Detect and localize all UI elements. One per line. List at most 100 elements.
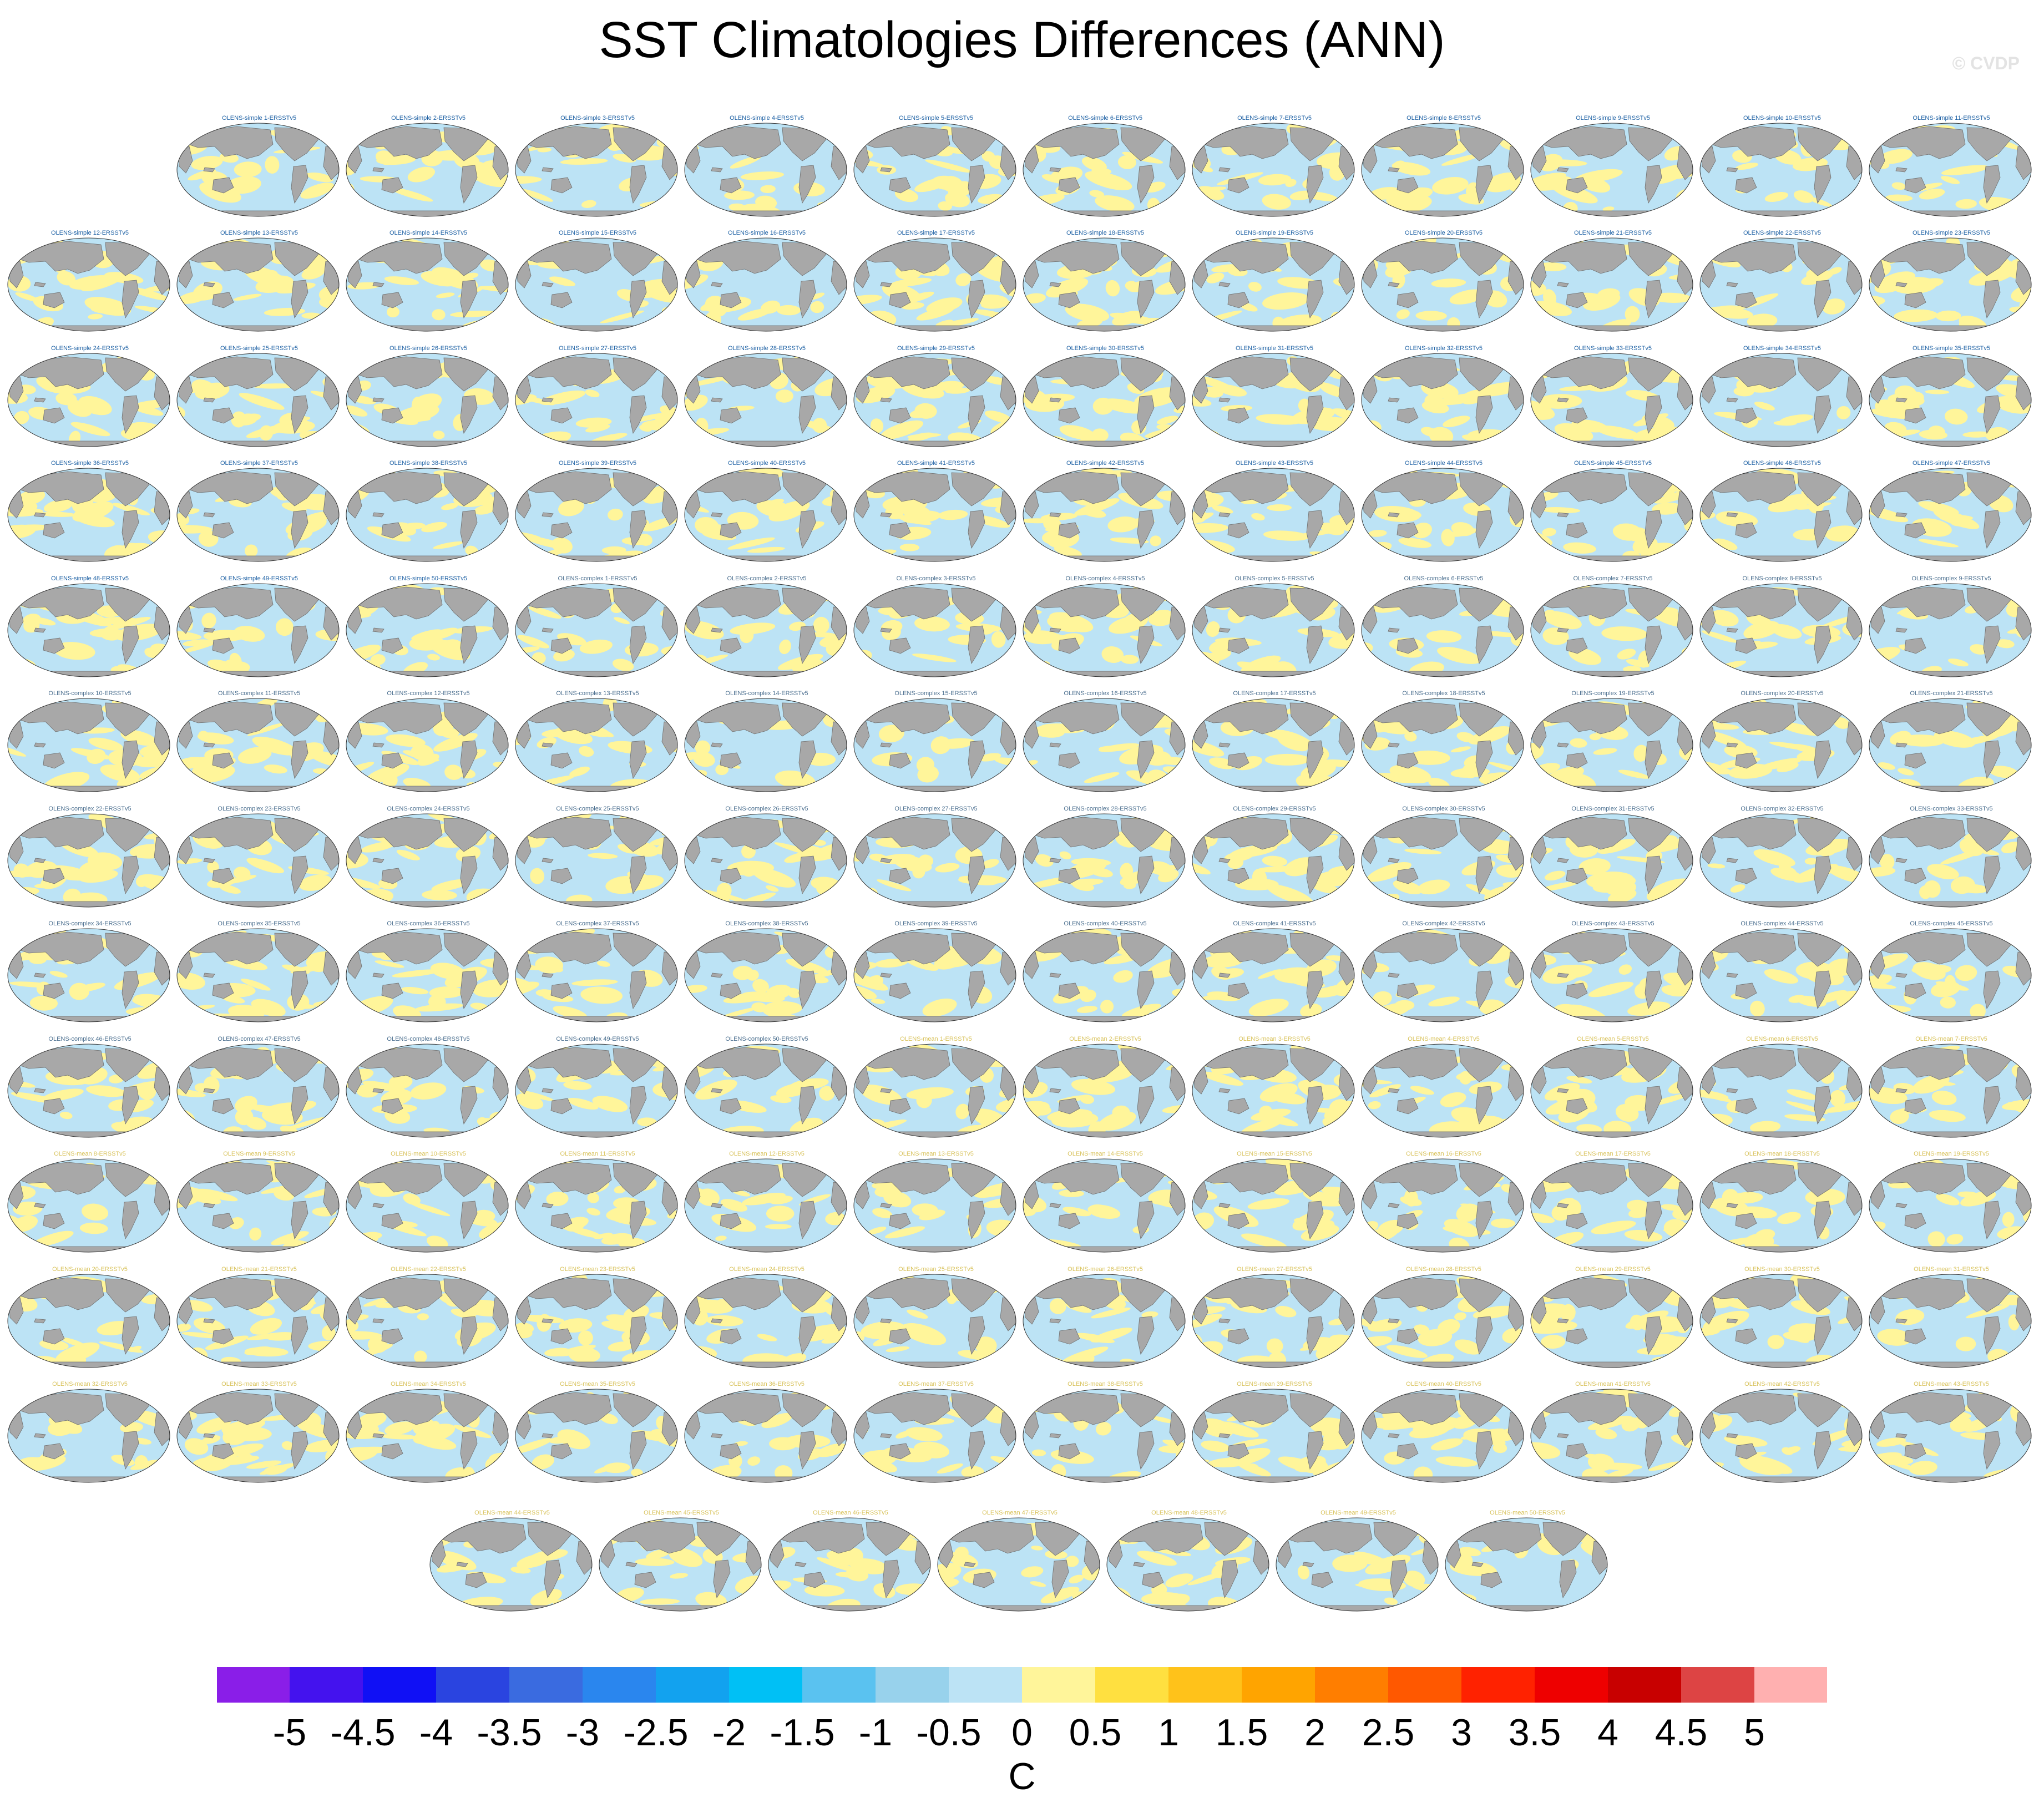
map-panel: OLENS-mean 44-ERSSTv5	[429, 1509, 595, 1620]
panel-title: OLENS-mean 8-ERSSTv5	[54, 1151, 126, 1157]
map-outline	[684, 123, 847, 217]
map-panel: OLENS-complex 47-ERSSTv5	[176, 1035, 342, 1146]
continents	[1869, 471, 2031, 561]
sst-difference-map	[684, 1274, 847, 1368]
panel-title: OLENS-simple 43-ERSSTv5	[1236, 460, 1313, 467]
sst-difference-map	[1699, 1274, 1863, 1368]
panel-title: OLENS-simple 39-ERSSTv5	[559, 460, 636, 467]
map-panel: OLENS-complex 25-ERSSTv5	[514, 805, 681, 916]
sst-difference-map	[515, 468, 678, 562]
map-outline	[176, 1274, 340, 1368]
panel-title: OLENS-complex 30-ERSSTv5	[1402, 806, 1485, 812]
sst-difference-map	[1530, 1274, 1693, 1368]
sst-difference-map	[1530, 1158, 1693, 1253]
map-outline	[1361, 1044, 1524, 1138]
sst-difference-map	[346, 813, 509, 908]
map-outline	[684, 1158, 847, 1253]
panel-title: OLENS-simple 49-ERSSTv5	[220, 575, 298, 582]
panel-title: OLENS-complex 31-ERSSTv5	[1571, 806, 1655, 812]
panel-title: OLENS-mean 26-ERSSTv5	[1067, 1266, 1143, 1273]
map-panel: OLENS-mean 29-ERSSTv5	[1530, 1265, 1696, 1376]
sst-difference-map	[176, 1389, 340, 1483]
sst-difference-map	[1869, 123, 2032, 217]
sst-difference-map	[1361, 1044, 1524, 1138]
sst-difference-map	[1023, 1158, 1186, 1253]
panel-title: OLENS-simple 38-ERSSTv5	[389, 460, 467, 467]
panel-title: OLENS-mean 32-ERSSTv5	[52, 1381, 128, 1387]
map-panel: OLENS-simple 20-ERSSTv5	[1360, 229, 1527, 340]
colorbar-box	[1022, 1667, 1096, 1703]
map-panel: OLENS-simple 16-ERSSTv5	[684, 229, 850, 340]
sst-difference-map	[853, 928, 1016, 1022]
colorbar-tick-label: -4.5	[330, 1711, 396, 1754]
map-outline	[1361, 1158, 1524, 1253]
map-panel: OLENS-simple 7-ERSSTv5	[1191, 114, 1358, 225]
colorbar-box	[509, 1667, 583, 1703]
panel-title: OLENS-mean 43-ERSSTv5	[1914, 1381, 1989, 1387]
sst-difference-map	[599, 1517, 762, 1612]
map-outline	[1192, 1044, 1355, 1138]
continents	[1531, 817, 1693, 907]
map-panel: OLENS-mean 26-ERSSTv5	[1022, 1265, 1188, 1376]
panel-title: OLENS-simple 50-ERSSTv5	[389, 575, 467, 582]
panel-title: OLENS-complex 38-ERSSTv5	[725, 920, 808, 927]
colorbar-box	[1754, 1667, 1828, 1703]
panel-title: OLENS-simple 19-ERSSTv5	[1236, 230, 1313, 236]
map-outline	[853, 237, 1016, 332]
sst-difference-map	[7, 468, 170, 562]
sst-difference-map	[684, 468, 847, 562]
map-outline	[346, 1044, 509, 1138]
sst-difference-map	[176, 1158, 340, 1253]
map-outline	[1106, 1517, 1269, 1612]
sst-difference-map	[684, 1389, 847, 1483]
panel-title: OLENS-complex 10-ERSSTv5	[48, 690, 131, 697]
map-outline	[7, 698, 170, 792]
panel-title: OLENS-simple 46-ERSSTv5	[1743, 460, 1821, 467]
sst-difference-map	[176, 1274, 340, 1368]
map-outline	[1192, 1274, 1355, 1368]
sst-difference-map	[684, 698, 847, 792]
sst-difference-map	[1192, 1158, 1355, 1253]
map-outline	[1530, 1389, 1693, 1483]
map-outline	[1361, 583, 1524, 677]
map-panel: OLENS-complex 5-ERSSTv5	[1191, 575, 1358, 686]
colorbar-tick-label: 1	[1158, 1711, 1179, 1754]
positive-anomaly-patches	[177, 698, 339, 783]
sst-difference-map	[853, 1274, 1016, 1368]
panel-title: OLENS-simple 36-ERSSTv5	[51, 460, 129, 467]
map-panel: OLENS-complex 12-ERSSTv5	[345, 690, 512, 801]
colorbar-box	[949, 1667, 1023, 1703]
sst-difference-map	[346, 1044, 509, 1138]
map-outline	[853, 1158, 1016, 1253]
map-panel: OLENS-mean 47-ERSSTv5	[937, 1509, 1103, 1620]
panel-title: OLENS-complex 46-ERSSTv5	[48, 1036, 131, 1042]
panel-title: OLENS-mean 21-ERSSTv5	[221, 1266, 297, 1273]
sst-difference-map	[768, 1517, 931, 1612]
map-outline	[1869, 353, 2032, 447]
map-outline	[1530, 237, 1693, 332]
map-outline	[853, 123, 1016, 217]
panel-title: OLENS-simple 13-ERSSTv5	[220, 230, 298, 236]
map-panel: OLENS-complex 7-ERSSTv5	[1530, 575, 1696, 686]
colorbar-box	[1242, 1667, 1316, 1703]
map-panel: OLENS-complex 42-ERSSTv5	[1360, 920, 1527, 1031]
map-panel: OLENS-simple 17-ERSSTv5	[853, 229, 1019, 340]
map-outline	[176, 468, 340, 562]
map-panel: OLENS-simple 48-ERSSTv5	[7, 575, 173, 686]
sst-difference-map	[684, 1158, 847, 1253]
panel-title: OLENS-mean 42-ERSSTv5	[1744, 1381, 1820, 1387]
map-outline	[1699, 583, 1863, 677]
map-outline	[853, 813, 1016, 908]
map-outline	[176, 928, 340, 1022]
map-panel: OLENS-mean 12-ERSSTv5	[684, 1150, 850, 1261]
panel-title: OLENS-mean 17-ERSSTv5	[1575, 1151, 1651, 1157]
colorbar-tick-label: 0.5	[1069, 1711, 1122, 1754]
sst-difference-map	[1361, 928, 1524, 1022]
panel-title: OLENS-mean 16-ERSSTv5	[1406, 1151, 1481, 1157]
panel-title: OLENS-simple 12-ERSSTv5	[51, 230, 129, 236]
page-title: SST Climatologies Differences (ANN)	[599, 12, 1445, 68]
map-panel: OLENS-mean 14-ERSSTv5	[1022, 1150, 1188, 1261]
sst-difference-map	[515, 928, 678, 1022]
map-outline	[1530, 928, 1693, 1022]
map-panel: OLENS-complex 22-ERSSTv5	[7, 805, 173, 916]
